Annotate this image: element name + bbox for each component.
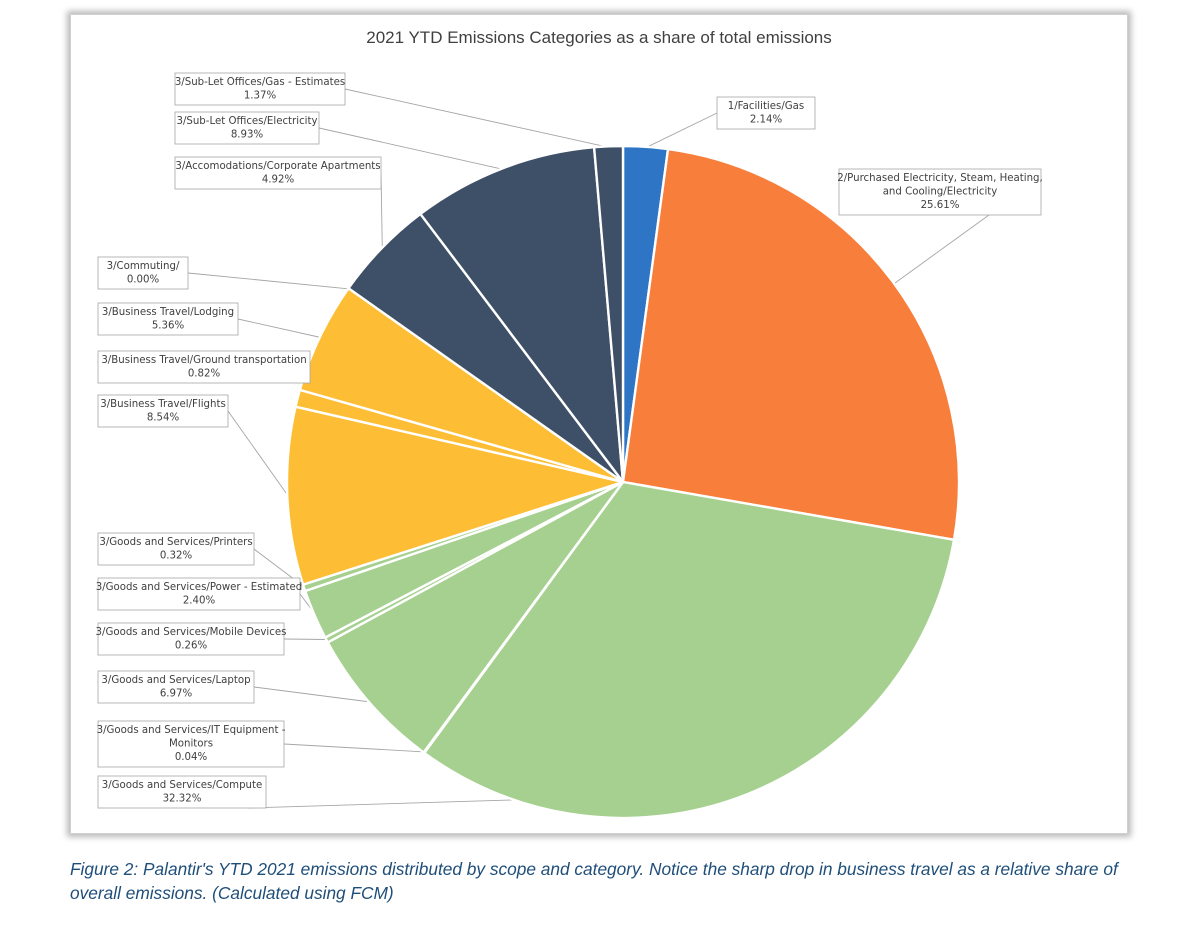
leader-line bbox=[893, 214, 990, 285]
data-label-value: 4.92% bbox=[262, 175, 295, 186]
data-label-box bbox=[174, 156, 382, 190]
leader-line bbox=[645, 112, 718, 149]
data-label-value: 2.40% bbox=[183, 596, 216, 607]
pie-slice-2-purchased-electricity-steam-heating-and-cooling-electricity bbox=[621, 147, 961, 541]
data-label-value: 25.61% bbox=[921, 200, 960, 211]
data-label-name: 3/Commuting/ bbox=[107, 261, 180, 272]
leader-line bbox=[283, 638, 328, 640]
data-label-value: 8.54% bbox=[147, 413, 180, 424]
data-label-box bbox=[97, 775, 267, 809]
data-label-name: 3/Goods and Services/Compute bbox=[102, 780, 263, 791]
data-label-name: 3/Accomodations/Corporate Apartments bbox=[175, 161, 380, 172]
leader-line bbox=[318, 127, 503, 170]
pie-slice-3-business-travel-flights bbox=[285, 405, 625, 586]
data-label-value: 0.26% bbox=[175, 641, 208, 652]
pie-slice-3-goods-and-services-laptop bbox=[326, 480, 625, 754]
leader-line bbox=[344, 88, 609, 148]
data-label-name: 3/Goods and Services/IT Equipment - bbox=[97, 725, 286, 736]
data-label-value: 0.04% bbox=[175, 752, 208, 763]
data-label-box bbox=[174, 111, 320, 145]
data-label-box bbox=[174, 72, 346, 106]
data-label-box bbox=[716, 96, 816, 130]
chart-frame: 2021 YTD Emissions Categories as a share… bbox=[70, 14, 1128, 834]
data-label-value: 6.97% bbox=[160, 689, 193, 700]
data-label-box bbox=[97, 394, 229, 428]
data-label-name: 3/Goods and Services/Laptop bbox=[101, 675, 250, 686]
data-label-box bbox=[97, 577, 301, 611]
data-label-box bbox=[97, 720, 285, 768]
leader-line bbox=[227, 410, 289, 497]
pie-slice-3-goods-and-services-compute bbox=[423, 480, 956, 820]
pie-chart: 2021 YTD Emissions Categories as a share… bbox=[96, 28, 1043, 820]
data-label-box bbox=[97, 532, 255, 566]
data-label-name: 1/Facilities/Gas bbox=[728, 101, 804, 112]
data-label-name: 3/Sub-Let Offices/Gas - Estimates bbox=[175, 77, 345, 88]
data-label-value: 2.14% bbox=[750, 115, 783, 126]
data-label-value: 0.00% bbox=[127, 275, 160, 286]
data-label-box bbox=[838, 168, 1042, 216]
data-label-name: 3/Business Travel/Lodging bbox=[102, 307, 234, 318]
data-label-value: 32.32% bbox=[163, 794, 202, 805]
data-label-name: 3/Goods and Services/Printers bbox=[99, 537, 252, 548]
data-label-box bbox=[97, 670, 255, 704]
leader-line bbox=[283, 743, 425, 753]
data-label-value: 0.32% bbox=[160, 551, 193, 562]
data-label-value: 1.37% bbox=[244, 91, 277, 102]
data-label-name: 3/Goods and Services/Mobile Devices bbox=[96, 627, 287, 638]
data-labels: 1/Facilities/Gas 2.14% 2/Purchased Electri… bbox=[96, 72, 1043, 809]
data-label-value: 0.82% bbox=[188, 369, 221, 380]
data-label-name: Monitors bbox=[169, 739, 213, 750]
data-label-name: 3/Business Travel/Ground transportation bbox=[101, 355, 306, 366]
leader-lines bbox=[187, 88, 990, 809]
leader-line bbox=[187, 272, 350, 290]
figure-caption: Figure 2: Palantir's YTD 2021 emissions … bbox=[70, 859, 1118, 903]
data-label-box bbox=[97, 622, 285, 656]
data-label-name: 3/Business Travel/Flights bbox=[100, 399, 226, 410]
data-label-value: 8.93% bbox=[231, 130, 264, 141]
data-label-name: 3/Sub-Let Offices/Electricity bbox=[176, 116, 317, 127]
data-label-value: 5.36% bbox=[152, 321, 185, 332]
pie-slices bbox=[285, 144, 961, 820]
chart-title: 2021 YTD Emissions Categories as a share… bbox=[366, 28, 832, 47]
data-label-box bbox=[97, 350, 311, 384]
pie-slice-3-sub-let-offices-gas-estimates bbox=[592, 144, 625, 484]
leader-line bbox=[237, 318, 321, 338]
data-label-name: and Cooling/Electricity bbox=[883, 187, 998, 198]
data-label-box bbox=[97, 302, 239, 336]
leader-line bbox=[253, 686, 371, 703]
data-label-name: 3/Goods and Services/Power - Estimated bbox=[96, 582, 303, 593]
pie-slice-3-sub-let-offices-electricity bbox=[419, 146, 625, 484]
data-label-name: 2/Purchased Electricity, Steam, Heating, bbox=[837, 173, 1043, 184]
data-label-box bbox=[97, 256, 189, 290]
